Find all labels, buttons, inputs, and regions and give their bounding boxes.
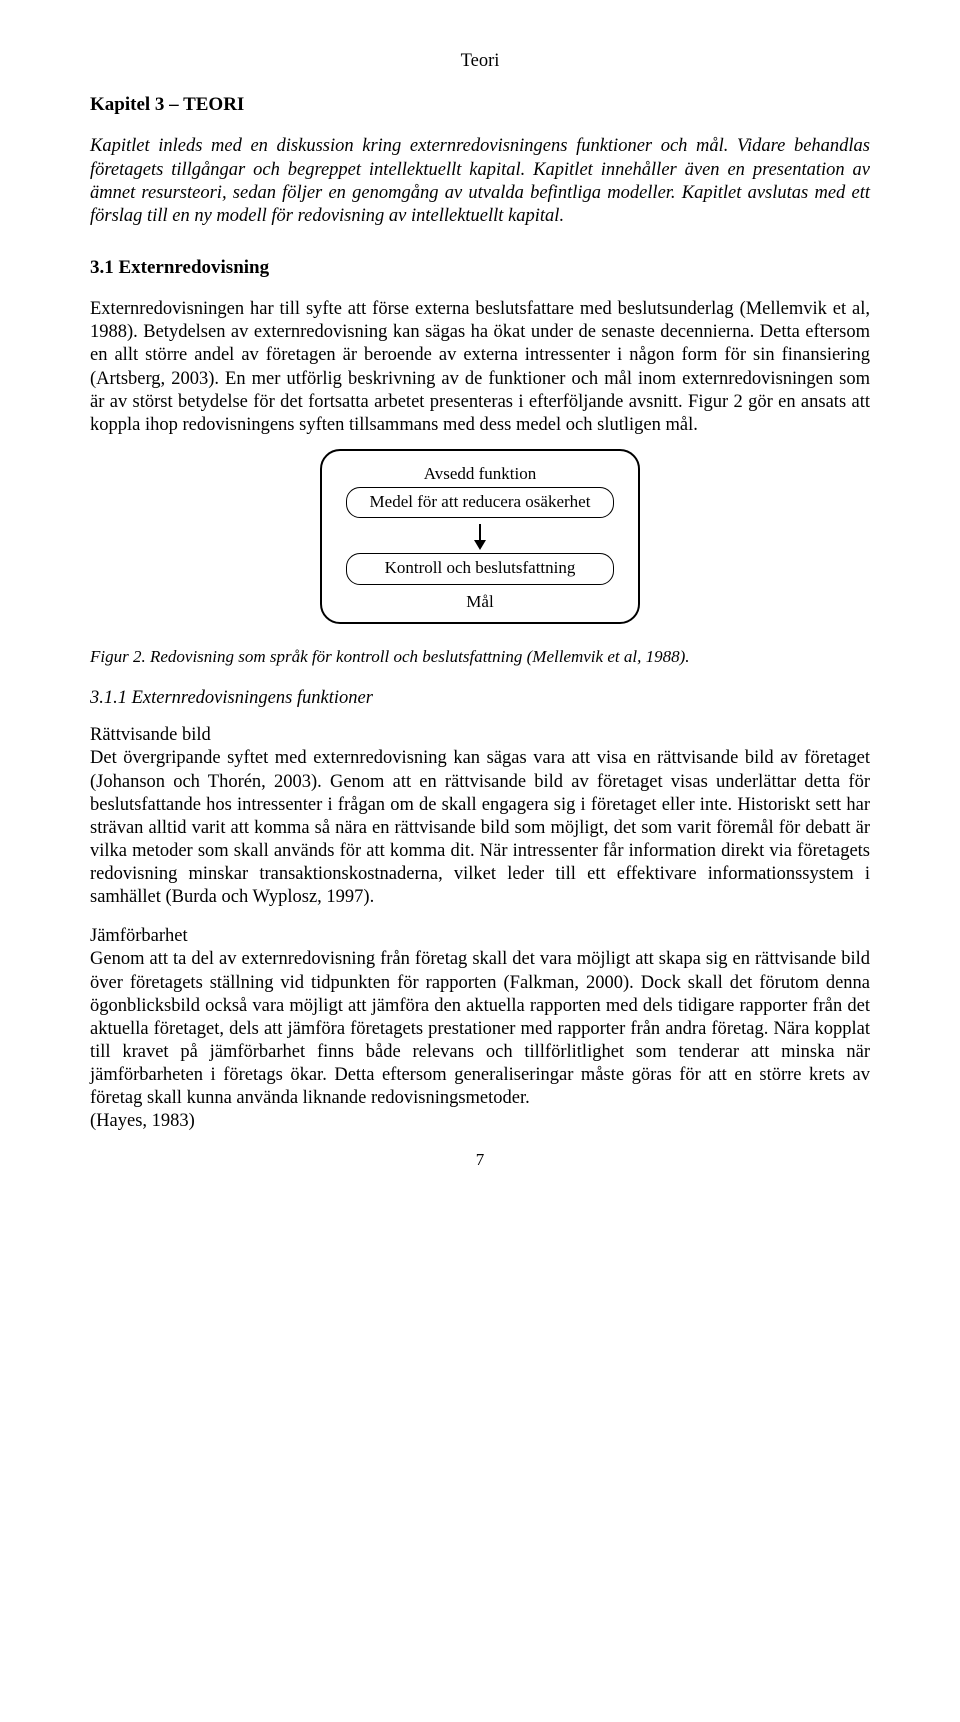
figure-label-bottom: Mål [346, 591, 614, 612]
section-3-1-body: Externredovisningen har till syfte att f… [90, 298, 870, 437]
section-3-1-heading: 3.1 Externredovisning [90, 256, 870, 280]
page: Teori Kapitel 3 – TEORI Kapitlet inleds … [0, 0, 960, 1211]
paragraph-lead-2: Jämförbarhet [90, 926, 188, 946]
section-3-1-1-heading: 3.1.1 Externredovisningens funktioner [90, 687, 870, 710]
figure-box-bottom: Kontroll och beslutsfattning [346, 553, 614, 584]
figure-outer-box: Avsedd funktion Medel för att reducera o… [320, 449, 640, 624]
arrow-down-icon [470, 524, 490, 550]
page-number: 7 [90, 1149, 870, 1170]
paragraph-lead-1: Rättvisande bild [90, 725, 211, 745]
running-header: Teori [90, 50, 870, 73]
paragraph-cite-2: (Hayes, 1983) [90, 1111, 195, 1131]
paragraph-body-1: Det övergripande syftet med externredovi… [90, 748, 870, 907]
paragraph-rattvisande: Rättvisande bild Det övergripande syftet… [90, 724, 870, 909]
chapter-title: Kapitel 3 – TEORI [90, 93, 870, 117]
figure-2-diagram: Avsedd funktion Medel för att reducera o… [90, 449, 870, 624]
figure-label-top: Avsedd funktion [346, 463, 614, 484]
figure-box-top: Medel för att reducera osäkerhet [346, 487, 614, 518]
paragraph-jamforbarhet: Jämförbarhet Genom att ta del av externr… [90, 925, 870, 1133]
figure-2-caption: Figur 2. Redovisning som språk för kontr… [90, 646, 870, 667]
paragraph-body-2: Genom att ta del av externredovisning fr… [90, 949, 870, 1108]
intro-paragraph: Kapitlet inleds med en diskussion kring … [90, 135, 870, 228]
